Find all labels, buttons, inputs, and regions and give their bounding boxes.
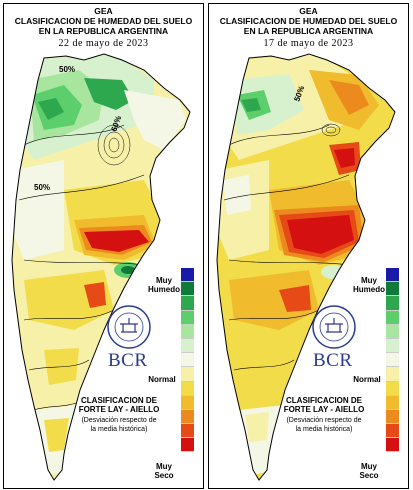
bcr-logo-text: BCR (313, 350, 353, 371)
legend-label-very-wet: Muy Humedo (148, 276, 180, 294)
legend-swatch (181, 324, 194, 339)
header-title-2: EN LA REPUBLICA ARGENTINA (38, 26, 169, 36)
map-panel-left: GEA CLASIFICACION DE HUMEDAD DEL SUELO E… (3, 3, 204, 489)
legend-label-normal: Normal (353, 375, 381, 384)
argentina-map: 50% 60% 50% (11, 53, 191, 481)
legend-swatch (386, 367, 399, 382)
legend-label-very-dry: Muy Seco (359, 462, 379, 480)
legend-swatch (386, 338, 399, 354)
legend-swatch (386, 409, 399, 425)
header-title-1: CLASIFICACION DE HUMEDAD DEL SUELO (14, 16, 193, 26)
legend-swatch (181, 282, 194, 297)
legend-color-scale (386, 268, 399, 453)
contour-label: 50% (59, 65, 75, 74)
legend-swatch (181, 424, 194, 439)
legend-swatch (386, 310, 399, 325)
header-gea: GEA (94, 6, 113, 16)
legend-swatch (386, 424, 399, 439)
map-panel-right: GEA CLASIFICACION DE HUMEDAD DEL SUELO E… (208, 3, 409, 489)
legend-swatch (181, 409, 194, 425)
legend-swatch (181, 268, 194, 283)
map-date: 17 de mayo de 2023 (263, 38, 354, 49)
legend-swatch (181, 353, 194, 368)
legend-label-very-wet: Muy Humedo (353, 276, 385, 294)
legend-swatch (181, 395, 194, 410)
deviation-note: (Desviación respecto de la media históric… (286, 417, 362, 433)
legend-swatch (386, 353, 399, 368)
legend-swatch (181, 310, 194, 325)
legend-label-very-dry: Muy Seco (154, 462, 174, 480)
bcr-logo-text: BCR (108, 350, 148, 371)
legend-swatch (386, 324, 399, 339)
header-gea: GEA (299, 6, 318, 16)
classification-label: CLASIFICACION DE FORTE LAY - AIELLO (283, 396, 365, 414)
legend-swatch (386, 268, 399, 283)
legend-swatch (386, 381, 399, 396)
legend-swatch (181, 296, 194, 311)
legend-swatch (181, 438, 194, 453)
header-title-1: CLASIFICACION DE HUMEDAD DEL SUELO (219, 16, 398, 26)
legend-swatch (181, 338, 194, 354)
legend-swatch (386, 296, 399, 311)
bcr-seal-logo (107, 305, 151, 349)
contour-label: 50% (34, 183, 50, 192)
classification-label: CLASIFICACION DE FORTE LAY - AIELLO (78, 396, 160, 414)
legend-swatch (386, 395, 399, 410)
deviation-note: (Desviación respecto de la media históric… (81, 417, 157, 433)
legend-label-normal: Normal (148, 375, 176, 384)
map-date: 22 de mayo de 2023 (58, 38, 149, 49)
bcr-seal-logo (312, 305, 356, 349)
legend-color-scale (181, 268, 194, 453)
header-title-2: EN LA REPUBLICA ARGENTINA (243, 26, 374, 36)
legend-swatch (181, 381, 194, 396)
legend-swatch (386, 282, 399, 297)
legend-swatch (386, 438, 399, 453)
argentina-map: 50% (216, 53, 396, 481)
legend-swatch (181, 367, 194, 382)
